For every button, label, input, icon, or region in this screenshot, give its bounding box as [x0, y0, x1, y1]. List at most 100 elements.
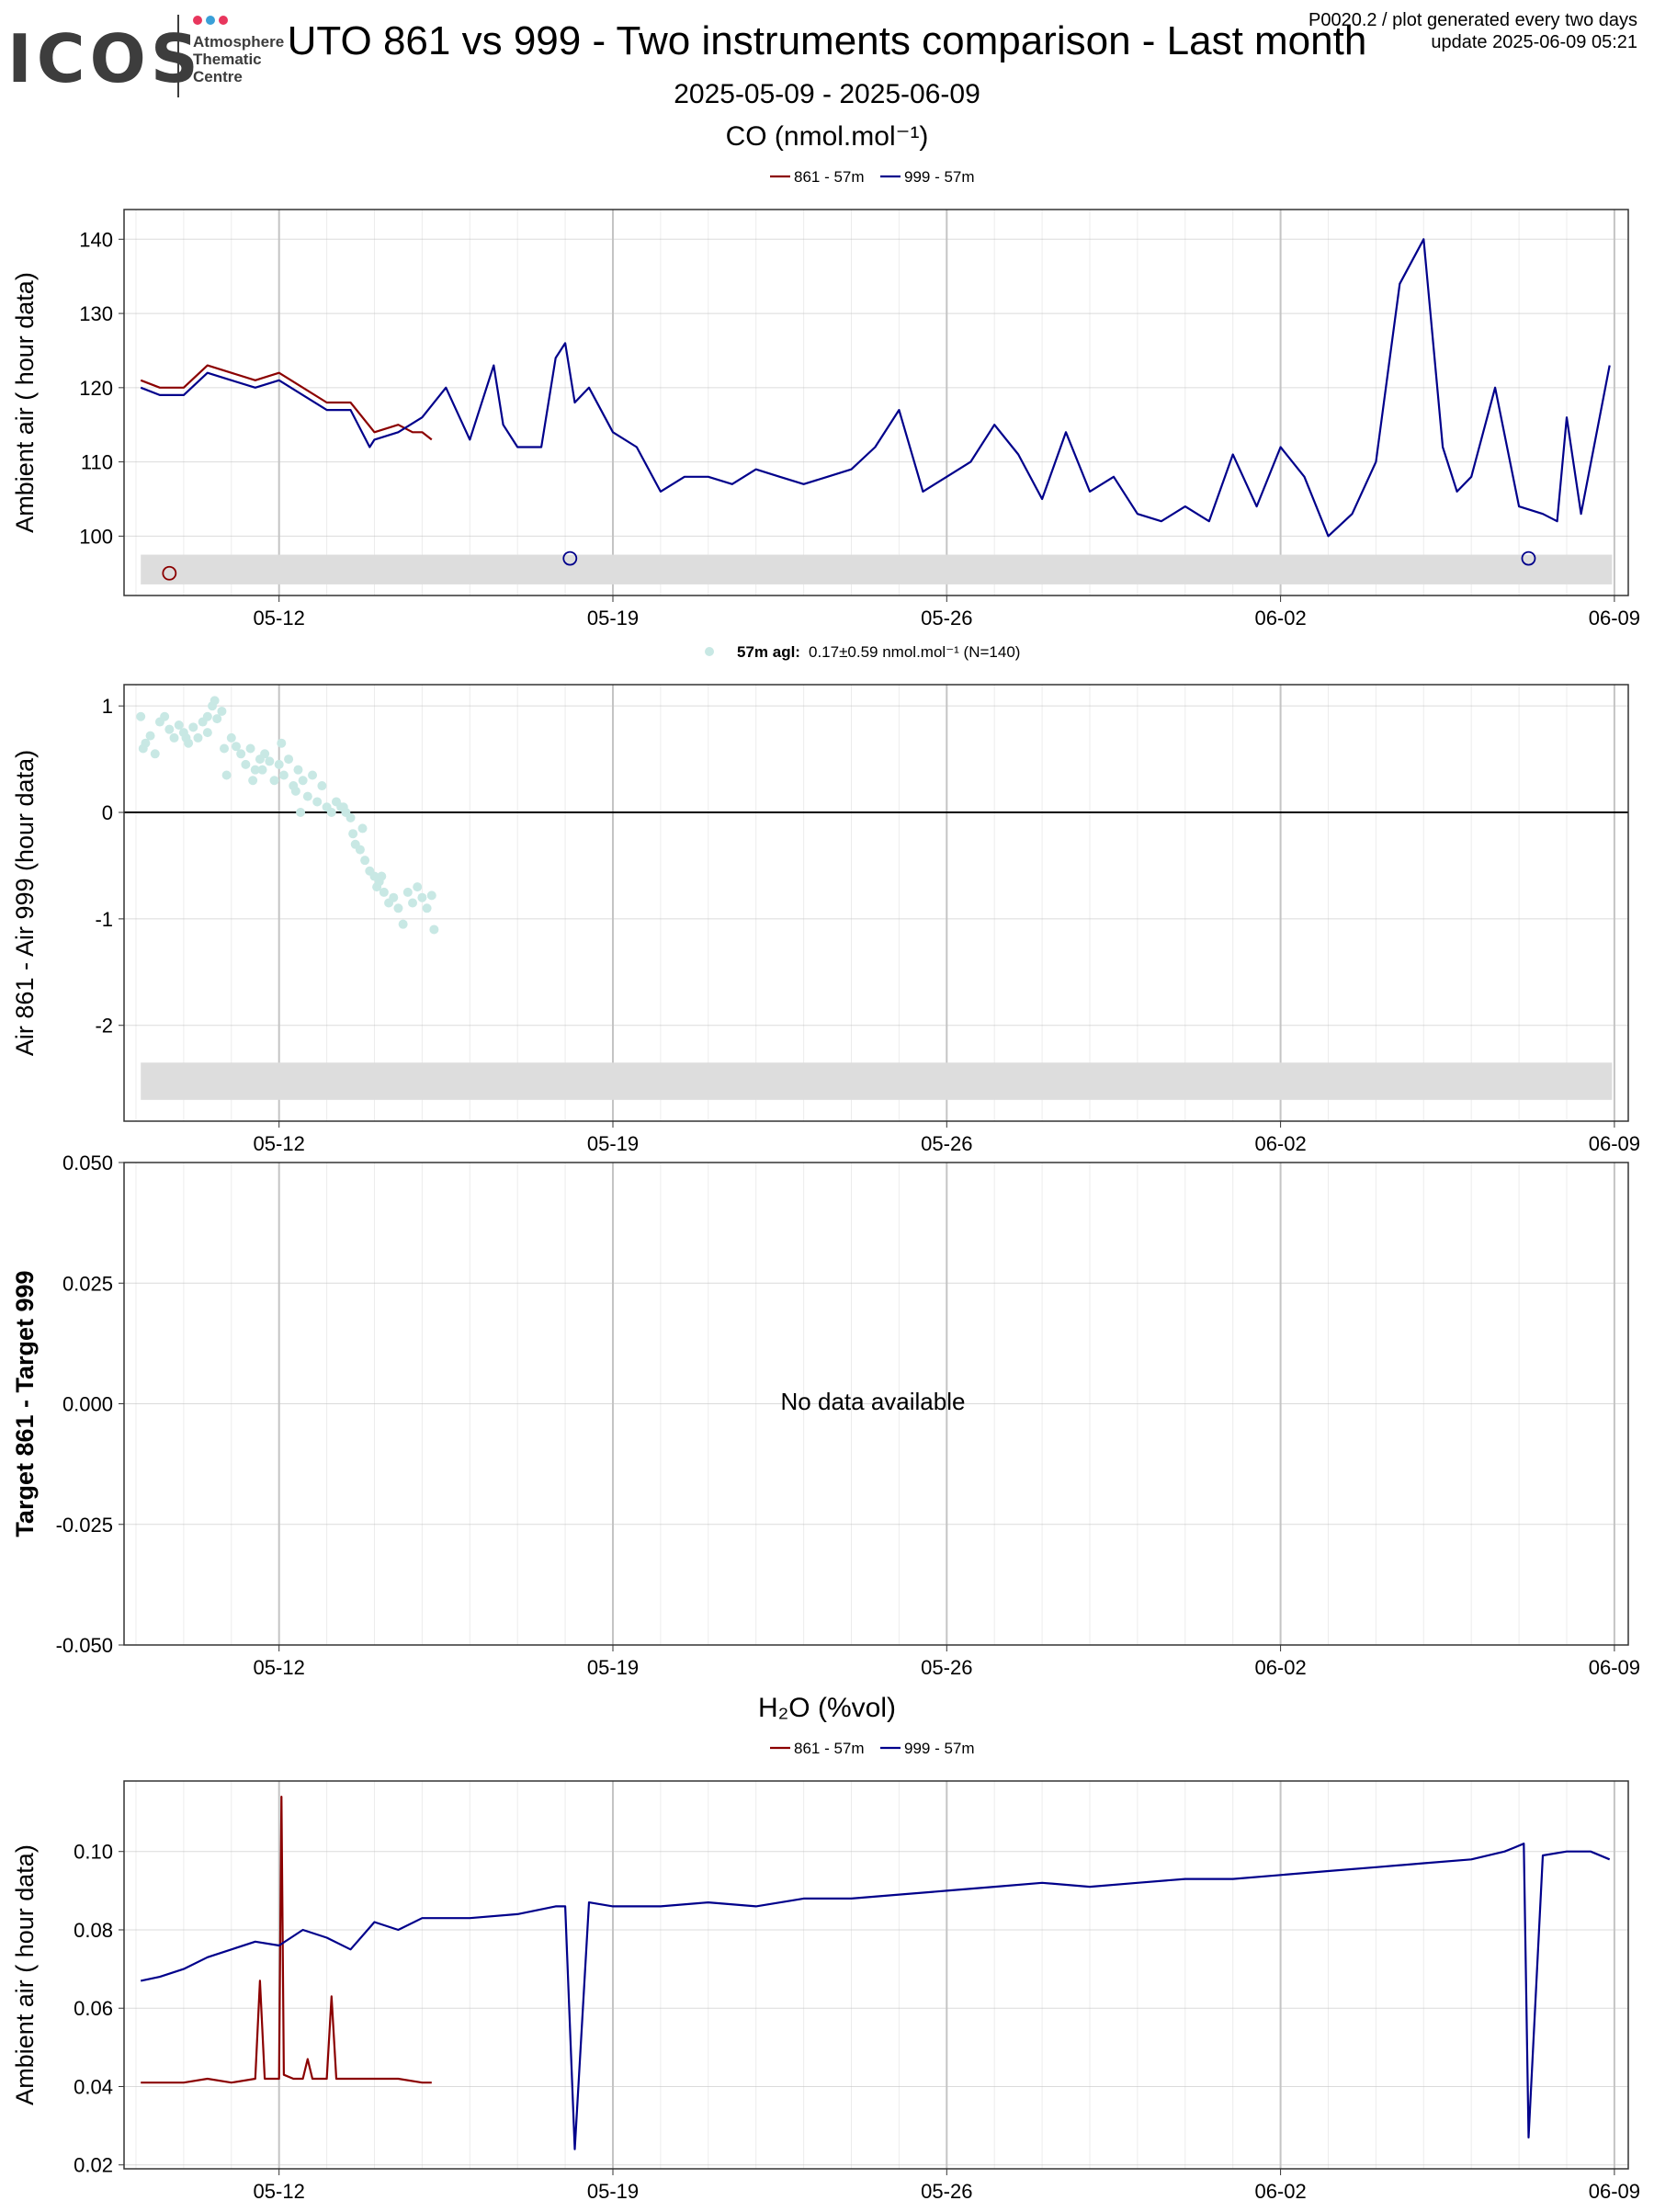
diff-point	[145, 731, 155, 741]
x-tick-label: 05-26	[921, 2180, 972, 2203]
diff-point	[226, 732, 236, 743]
diff-point	[302, 791, 312, 801]
y-tick-label: 0.10	[74, 1841, 113, 1864]
diff-point	[193, 732, 203, 743]
diff-point	[360, 856, 370, 866]
diff-point	[346, 812, 356, 822]
diff-point	[290, 786, 300, 796]
diff-point	[160, 711, 170, 721]
logo-text: ICOS	[7, 20, 203, 97]
logo-subtitle-line: Centre	[193, 68, 243, 85]
series-line-999	[140, 238, 1611, 538]
diff-point	[210, 696, 220, 706]
diff-point	[250, 765, 260, 775]
y-tick-label: 0.025	[62, 1272, 113, 1295]
no-data-message: No data available	[780, 1388, 966, 1415]
legend-label: 999 - 57m	[904, 1740, 975, 1757]
legend-label: 999 - 57m	[904, 168, 975, 186]
diff-point	[274, 759, 284, 769]
diff-point	[231, 742, 241, 752]
diff-point	[357, 823, 368, 834]
diff-point	[312, 797, 323, 807]
legend-point-key	[705, 647, 714, 656]
y-tick-label: 0.08	[74, 1919, 113, 1942]
legend-label: 861 - 57m	[794, 1740, 865, 1757]
diff-point	[265, 756, 275, 766]
diff-point	[245, 743, 255, 754]
diff-point	[169, 732, 179, 743]
x-tick-label: 06-02	[1254, 607, 1306, 630]
diff-point	[277, 738, 287, 748]
x-tick-label: 05-12	[254, 1656, 305, 1679]
panel-frame	[123, 209, 1629, 596]
diff-point	[338, 802, 348, 812]
logo-dot	[206, 16, 215, 25]
diff-point	[398, 919, 408, 929]
x-tick-label: 05-19	[587, 1656, 639, 1679]
x-tick-label: 05-12	[254, 2180, 305, 2203]
logo-divider	[177, 15, 179, 97]
diff-point	[389, 892, 399, 902]
diff-point	[202, 711, 212, 721]
y-tick-label: -0.025	[56, 1514, 113, 1537]
date-range: 2025-05-09 - 2025-06-09	[674, 79, 980, 109]
y-tick-label: 130	[79, 302, 113, 325]
y-tick-label: 110	[81, 451, 113, 474]
y-tick-label: 100	[79, 525, 113, 548]
panel-title: H₂O (%vol)	[758, 1693, 896, 1723]
legend-label: 57m agl:	[737, 643, 800, 661]
y-tick-label: -1	[95, 908, 113, 931]
reference-band	[141, 1062, 1613, 1100]
panel-frame	[123, 1780, 1629, 2170]
page-title: UTO 861 vs 999 - Two instruments compari…	[287, 18, 1367, 63]
x-tick-label: 05-19	[587, 2180, 639, 2203]
diff-point	[221, 770, 232, 780]
diff-point	[202, 728, 212, 738]
y-tick-label: 0.000	[62, 1393, 113, 1416]
y-tick-label: 140	[79, 228, 113, 251]
diff-point	[379, 887, 389, 897]
logo-subtitle-line: Thematic	[193, 51, 262, 68]
diff-point	[422, 903, 432, 913]
diff-point	[236, 749, 246, 759]
panel-frame	[123, 684, 1629, 1122]
plot-meta: P0020.2 / plot generated every two days …	[1308, 9, 1637, 53]
x-tick-label: 05-12	[254, 607, 305, 630]
update-line: update 2025-06-09 05:21	[1431, 32, 1637, 52]
diff-point	[393, 903, 403, 913]
diff-point	[317, 781, 327, 791]
diff-point	[248, 776, 258, 786]
y-tick-label: 0	[102, 801, 113, 824]
diff-point	[164, 724, 175, 734]
diff-point	[188, 722, 198, 732]
x-tick-label: 06-09	[1589, 1656, 1640, 1679]
diff-point	[426, 890, 436, 901]
series-line-861	[141, 1795, 432, 2084]
y-axis-label: Ambient air ( hour data)	[11, 272, 39, 533]
x-tick-label: 05-26	[921, 1132, 972, 1155]
diff-point	[138, 743, 148, 754]
y-tick-label: -2	[95, 1015, 113, 1038]
x-tick-label: 06-09	[1589, 607, 1640, 630]
x-tick-label: 06-09	[1589, 1132, 1640, 1155]
y-tick-label: 0.04	[74, 2075, 113, 2098]
x-tick-label: 05-26	[921, 1656, 972, 1679]
logo-subtitle: Atmosphere Thematic Centre	[193, 33, 284, 85]
diff-point	[402, 887, 413, 897]
diff-point	[284, 754, 294, 765]
diff-point	[417, 892, 427, 902]
y-tick-label: 1	[102, 695, 113, 718]
diff-point	[181, 732, 191, 743]
y-tick-label: 120	[79, 377, 113, 400]
diff-point	[298, 776, 308, 786]
diff-point	[212, 714, 222, 724]
open-point	[562, 550, 578, 566]
panel-frame	[123, 1162, 1629, 1646]
diff-point	[174, 720, 184, 731]
y-axis-label: Target 861 - Target 999	[11, 1270, 39, 1537]
open-point	[1521, 550, 1536, 566]
icos-logo: ICOS Atmosphere Thematic Centre	[7, 9, 311, 101]
diff-point	[217, 706, 227, 716]
diff-point	[296, 808, 306, 818]
